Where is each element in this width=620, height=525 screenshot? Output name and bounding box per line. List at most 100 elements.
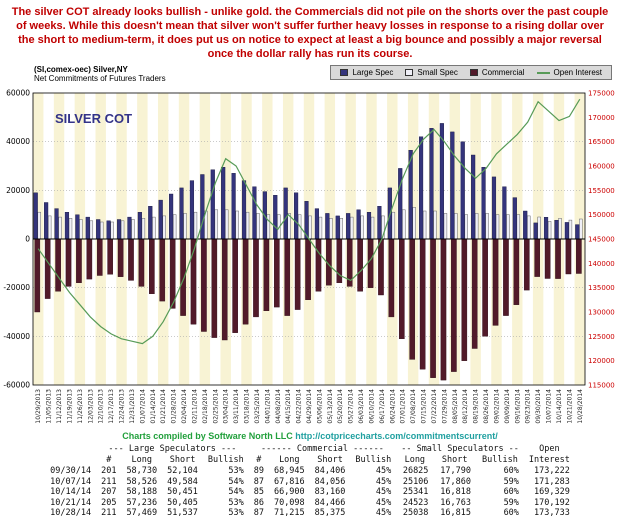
commercial-bar xyxy=(232,238,238,333)
row-value: 49,584 xyxy=(167,476,198,487)
legend-label: Small Spec xyxy=(417,68,458,77)
row-value: 169,329 xyxy=(534,487,570,497)
large-spec-bar xyxy=(75,214,80,240)
row-value: 83,160 xyxy=(314,487,346,497)
right-axis-label: 170000 xyxy=(588,114,615,122)
table-row: 10/21/14 205 57,236 50,405 53% 86 70,098 84,466… xyxy=(45,498,575,509)
commercial-bar xyxy=(315,238,322,292)
x-axis-label: 08/19/2014 xyxy=(473,389,480,424)
table-row: 09/30/14 201 58,730 52,104 53% 89 68,945 84,406… xyxy=(45,466,575,477)
commercial-bar xyxy=(274,238,280,308)
x-axis-label: 09/16/2014 xyxy=(514,389,521,424)
large-spec-bar xyxy=(502,186,507,240)
small-spec-bar xyxy=(464,214,468,240)
commercial-bar xyxy=(367,238,374,288)
right-axis-label: 125000 xyxy=(588,333,615,341)
credit-link[interactable]: http://cotpricecharts.com/commitmentscur… xyxy=(295,431,498,441)
small-spec-bar xyxy=(152,216,156,240)
x-axis-label: 02/25/2014 xyxy=(212,389,219,424)
small-spec-bar xyxy=(349,216,354,240)
credit-line: Charts compiled by Software North LLC ht… xyxy=(0,431,620,441)
commercial-bar xyxy=(55,238,61,292)
large-spec-bar xyxy=(148,205,153,240)
large-spec-bar xyxy=(450,131,455,240)
x-axis-label: 12/17/2013 xyxy=(108,389,115,424)
right-axis-label: 115000 xyxy=(588,382,615,390)
small-spec-bar xyxy=(68,218,73,240)
commercial-bar xyxy=(201,238,207,332)
row-value: 173,733 xyxy=(534,508,570,518)
large-spec-bar xyxy=(33,192,38,240)
commercial-bar xyxy=(86,238,93,280)
large-spec-bar xyxy=(85,216,90,240)
large-spec-bar xyxy=(96,219,101,240)
row-value: 205 xyxy=(101,497,117,508)
chart-symbol: (SI,comex-oec) Silver,NY xyxy=(34,65,128,74)
plot-border xyxy=(32,92,586,386)
commercial-bar xyxy=(159,238,166,302)
row-value: 89 xyxy=(253,466,264,476)
table-row: 10/28/14 211 57,469 51,537 53% 87 71,215 85,375… xyxy=(45,508,575,519)
large-spec-bar xyxy=(325,213,330,240)
commercial-bar xyxy=(440,238,447,381)
large-spec-bar xyxy=(116,219,122,240)
row-value: 173,222 xyxy=(534,466,570,476)
small-spec-bar xyxy=(516,214,521,240)
x-axis-label: 04/22/2014 xyxy=(296,389,303,424)
right-axis-label: 120000 xyxy=(588,357,615,365)
commercial-bar xyxy=(565,238,572,275)
commercial-bar xyxy=(284,238,291,316)
large-spec-bar xyxy=(200,174,205,240)
x-axis-label: 12/10/2013 xyxy=(98,389,105,424)
commercial-bar xyxy=(44,238,51,299)
x-axis-label: 01/21/2014 xyxy=(160,389,167,424)
large-spec-bar xyxy=(252,186,257,240)
row-value: 70,098 xyxy=(273,497,305,508)
table-col-header: Bullish xyxy=(355,455,392,465)
x-axis-label: 04/08/2014 xyxy=(275,389,282,424)
large-spec-bar xyxy=(460,141,465,240)
table-row: 10/07/14 211 58,526 49,584 54% 87 67,816 84,056… xyxy=(45,477,575,488)
table-group-header: --- Large Speculators --- xyxy=(108,444,237,454)
small-spec-bar xyxy=(422,210,427,240)
small-spec-bar xyxy=(183,213,187,240)
row-value: 59% xyxy=(503,476,519,487)
chart-subtitle: Net Commitments of Futures Traders xyxy=(34,74,166,83)
row-value: 201 xyxy=(101,466,117,476)
x-axis-label: 03/25/2014 xyxy=(254,389,261,424)
row-date: 10/21/14 xyxy=(50,497,92,508)
x-axis-label: 05/27/2014 xyxy=(348,389,355,424)
x-axis-label: 10/29/2013 xyxy=(35,389,42,424)
cot-table: --- Large Speculators --- ------ Commerci… xyxy=(45,444,575,519)
row-value: 51,537 xyxy=(167,508,198,518)
commercial-bar xyxy=(76,238,82,283)
commercial-bar xyxy=(294,238,301,310)
row-value: 50,451 xyxy=(167,487,198,497)
chart-header: (SI,comex-oec) Silver,NY Net Commitments… xyxy=(0,63,620,87)
table-group-header xyxy=(45,444,96,455)
row-value: 85,375 xyxy=(314,508,346,518)
small-spec-bar xyxy=(58,216,62,240)
commercial-bar xyxy=(398,238,405,340)
commercial-bar xyxy=(117,238,124,277)
row-value: 50,405 xyxy=(167,497,198,508)
right-axis-label: 165000 xyxy=(588,138,615,146)
left-axis-label: -20000 xyxy=(3,283,30,292)
table-col-header: Short xyxy=(441,455,468,465)
x-axis-label: 11/19/2013 xyxy=(67,389,74,424)
x-axis-label: 09/02/2014 xyxy=(494,389,501,424)
x-axis-label: 03/18/2014 xyxy=(244,389,251,424)
table-col-header: # xyxy=(106,455,112,465)
commercial-bar xyxy=(128,238,134,281)
large-spec-bar xyxy=(54,208,59,240)
small-spec-bar xyxy=(245,211,250,240)
large-spec-bar xyxy=(231,173,236,240)
commercial-bar xyxy=(211,238,218,338)
left-axis-label: 20000 xyxy=(6,186,30,195)
row-value: 84,056 xyxy=(314,476,346,487)
large-spec-bar xyxy=(158,199,163,240)
commercial-bar xyxy=(513,238,520,305)
x-axis-label: 07/15/2014 xyxy=(421,389,428,424)
small-spec-swatch-icon xyxy=(405,69,414,76)
large-spec-bar xyxy=(523,210,528,240)
